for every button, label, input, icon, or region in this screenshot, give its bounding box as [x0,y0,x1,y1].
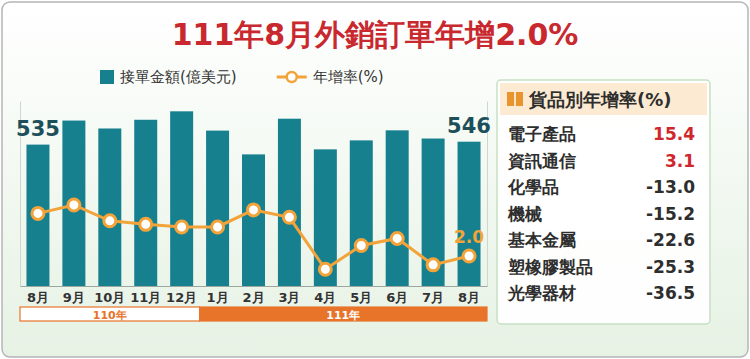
bar [386,130,409,286]
x-tick-label: 6月 [386,290,408,305]
table-icon [514,92,516,106]
line-marker [212,221,224,233]
x-tick: 8月 [458,290,480,305]
line-marker [32,207,44,219]
table-panel [497,80,710,324]
x-tick: 7月 [422,290,444,305]
x-tick-label: 12月 [166,290,197,305]
x-tick: 6月 [386,290,408,305]
chart-svg: 111年8月外銷訂單年增2.0% 535 546 2.0 8月 9月 10月 11月 12月 1月… [0,0,750,359]
period-label: 110年 [93,309,127,322]
period-bands: 110年 111年 [20,307,487,322]
line-marker [391,232,403,244]
period-band [20,307,200,321]
legend-label: 年增率(%) [313,68,384,86]
period-band [200,307,487,321]
bar [278,119,301,286]
table-row-value: -15.2 [646,204,695,224]
x-tick-label: 1月 [207,290,229,305]
x-tick: 3月 [278,290,300,305]
line-marker [140,218,152,230]
line-marker [248,204,260,216]
x-tick-label: 3月 [278,290,300,305]
x-tick: 9月 [63,290,85,305]
data-label: 535 [16,117,60,141]
line-marker [319,263,331,275]
x-tick-label: 8月 [27,290,49,305]
table-row-label: 塑橡膠製品 [507,257,593,277]
x-tick-label: 5月 [350,290,372,305]
table-row-value: -13.0 [646,177,695,197]
x-tick: 8月 [27,290,49,305]
line-marker [176,221,188,233]
bar [350,140,373,286]
bar [170,111,193,286]
x-tick: 10月 [94,290,125,305]
title: 111年8月外銷訂單年增2.0% [172,17,579,52]
legend-item: 年增率(%) [277,68,384,86]
table-row-label: 電子產品 [508,124,576,144]
line-marker [463,250,475,262]
table-icon [507,92,523,106]
bar [206,131,229,286]
table-row-value: 3.1 [665,151,695,171]
bar [26,145,49,286]
x-tick: 4月 [314,290,336,305]
data-labels: 535 546 2.0 [16,114,491,247]
table-row-label: 化學品 [507,177,559,197]
x-tick: 1月 [207,290,229,305]
period-label: 111年 [326,309,360,322]
table-header-bg [500,83,707,115]
x-tick: 12月 [166,290,197,305]
table-row-label: 資訊通信 [507,151,576,171]
x-tick-label: 11月 [130,290,161,305]
x-axis: 8月 9月 10月 11月 12月 1月 2月 3月 4月 5月 6月 7月 8月 [21,287,488,306]
table-title: 貨品別年增率(%) [528,89,672,110]
table-row-value: 15.4 [653,124,695,144]
x-tick-label: 2月 [242,290,264,305]
x-tick: 11月 [130,290,161,305]
x-tick-label: 10月 [94,290,125,305]
bar [62,121,85,286]
table-row-value: -25.3 [646,257,695,277]
data-label: 546 [447,114,491,138]
plot-marks [26,111,480,286]
bar [458,142,481,286]
x-tick: 5月 [350,290,372,305]
x-tick: 2月 [242,290,264,305]
x-tick-label: 8月 [458,290,480,305]
bar [98,128,121,286]
background [2,2,748,357]
x-tick-label: 4月 [314,290,336,305]
table-row-value: -36.5 [646,283,695,303]
line-marker [283,211,295,223]
line-marker [427,259,439,271]
table-row-label: 基本金屬 [507,230,576,250]
legend-swatch [287,72,297,82]
x-tick-label: 9月 [63,290,85,305]
legend: 接單金額(億美元) 年增率(%) [100,68,384,86]
table-row-label: 機械 [507,204,542,224]
goods-table: 貨品別年增率(%) 電子產品 15.4 資訊通信 3.1 化學品 -13.0 機械 -15.2 基… [497,80,710,324]
legend-item: 接單金額(億美元) [100,68,237,86]
data-label: 2.0 [454,227,484,247]
legend-swatch [100,70,114,84]
legend-label: 接單金額(億美元) [120,68,237,86]
table-row-label: 光學器材 [507,283,576,303]
x-tick-label: 7月 [422,290,444,305]
table-row-value: -22.6 [646,230,695,250]
line-marker [355,239,367,251]
line-marker [104,215,116,227]
x-axis-line [21,286,488,287]
bar [134,120,157,286]
line-marker [68,199,80,211]
bar [242,154,265,286]
